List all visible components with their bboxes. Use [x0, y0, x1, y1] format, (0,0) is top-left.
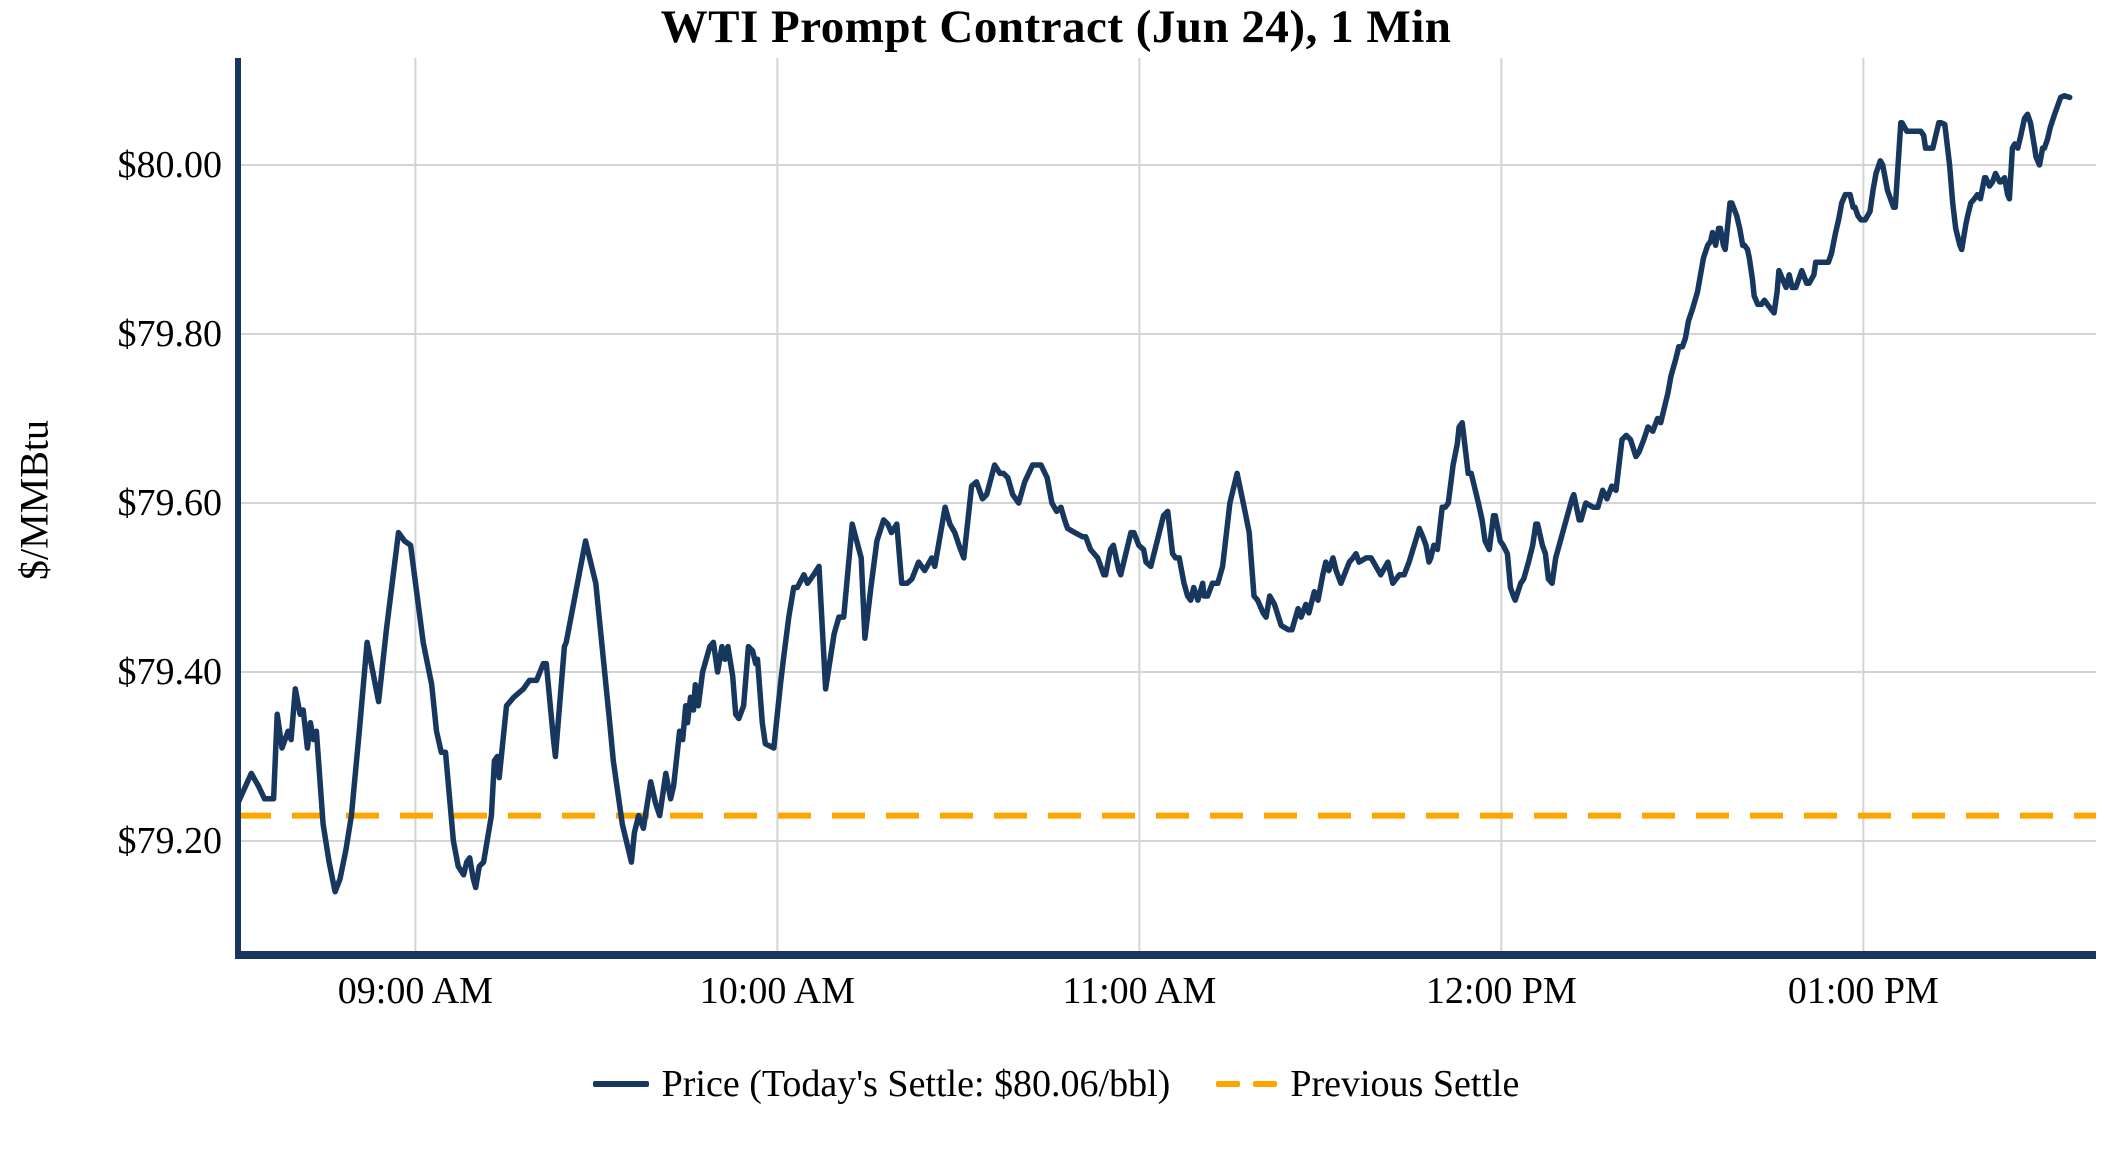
previous-settle-legend-label: Previous Settle — [1290, 1063, 1520, 1105]
legend: Price (Today's Settle: $80.06/bbl) Previ… — [0, 1062, 2112, 1106]
y-axis-spine — [235, 58, 241, 959]
x-axis-spine — [235, 951, 2096, 959]
x-tick-label: 11:00 AM — [1062, 970, 1217, 1012]
price-legend-item: Price (Today's Settle: $80.06/bbl) — [592, 1062, 1171, 1106]
y-tick-label: $80.00 — [117, 144, 223, 186]
y-tick-label: $79.60 — [117, 482, 223, 524]
x-tick-label: 10:00 AM — [699, 970, 855, 1012]
price-legend-label: Price (Today's Settle: $80.06/bbl) — [661, 1063, 1171, 1105]
y-tick-label: $79.20 — [117, 820, 223, 862]
previous-settle-legend-item: Previous Settle — [1216, 1062, 1519, 1106]
price-line-swatch — [592, 1081, 649, 1087]
y-tick-label: $79.40 — [117, 651, 223, 693]
previous-settle-swatch — [1216, 1081, 1278, 1087]
x-tick-label: 01:00 PM — [1787, 970, 1939, 1012]
x-tick-label: 09:00 AM — [337, 970, 493, 1012]
chart-title: WTI Prompt Contract (Jun 24), 1 Min — [660, 1, 1452, 53]
y-tick-label: $79.80 — [117, 313, 223, 355]
price-line — [235, 92, 2073, 895]
x-tick-label: 12:00 PM — [1425, 970, 1577, 1012]
